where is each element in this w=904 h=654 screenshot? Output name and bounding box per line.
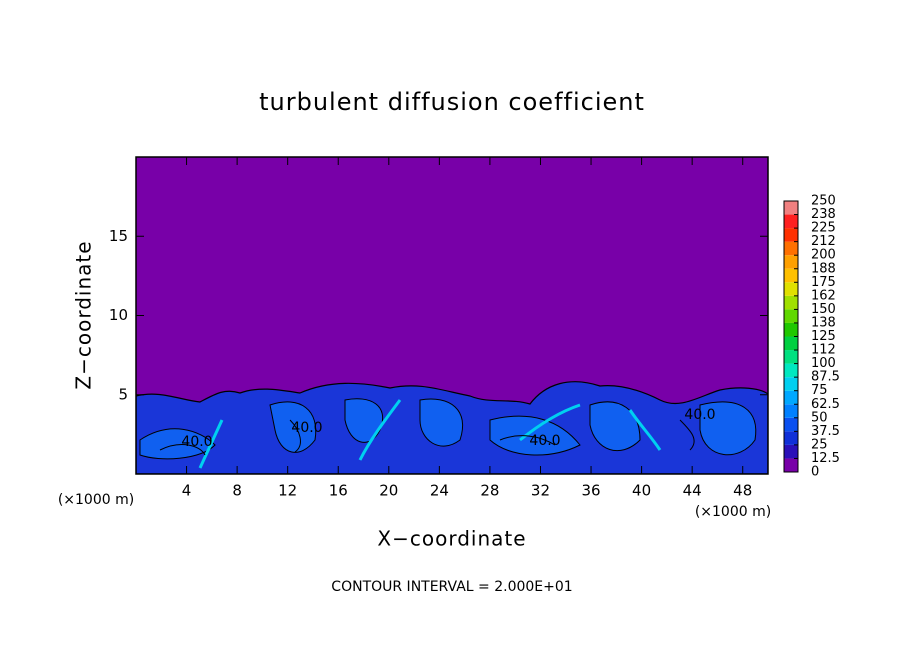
colorbar-band bbox=[784, 295, 798, 310]
colorbar-band bbox=[784, 363, 798, 378]
y-tick-label: 10 bbox=[109, 306, 128, 324]
colorbar-label: 50 bbox=[811, 410, 828, 425]
colorbar-label: 0 bbox=[811, 465, 819, 480]
contour-label: 40.0 bbox=[684, 407, 715, 423]
x-tick-label: 24 bbox=[430, 482, 449, 500]
colorbar-label: 188 bbox=[811, 261, 836, 276]
colorbar-band bbox=[784, 255, 798, 269]
colorbar-label: 238 bbox=[811, 207, 836, 222]
x-unit-label: (×1000 m) bbox=[58, 492, 134, 508]
colorbar-label: 138 bbox=[811, 315, 836, 330]
x-tick-label: 48 bbox=[733, 482, 752, 500]
footer-note: CONTOUR INTERVAL = 2.000E+01 bbox=[331, 579, 572, 595]
colorbar-label: 12.5 bbox=[811, 451, 840, 466]
colorbar-label: 62.5 bbox=[811, 397, 840, 412]
x-tick-label: 8 bbox=[232, 482, 242, 500]
colorbar-band bbox=[784, 214, 798, 229]
x-tick-label: 28 bbox=[480, 482, 499, 500]
colorbar-band bbox=[784, 458, 798, 472]
colorbar-band bbox=[784, 241, 798, 256]
contour-line bbox=[159, 419, 695, 456]
x-tick-label: 44 bbox=[683, 482, 702, 500]
colorbar-band bbox=[784, 322, 798, 337]
colorbar-label: 162 bbox=[811, 288, 836, 303]
colorbar-label: 112 bbox=[811, 343, 836, 358]
y-tick-label: 5 bbox=[118, 385, 128, 403]
x-axis-label: X−coordinate bbox=[377, 527, 526, 551]
colorbar-label: 200 bbox=[811, 248, 836, 263]
colorbar-band bbox=[784, 417, 798, 432]
colorbar-band bbox=[784, 404, 798, 418]
colorbar-label: 175 bbox=[811, 275, 836, 290]
x-tick-label: 32 bbox=[531, 482, 550, 500]
contour-label: 40.0 bbox=[529, 433, 560, 449]
x-tick-label: 16 bbox=[329, 482, 348, 500]
x-tick-label: 36 bbox=[581, 482, 600, 500]
x-tick-label: 4 bbox=[182, 482, 192, 500]
y-tick-label: 15 bbox=[109, 227, 128, 245]
x-tick-label: 20 bbox=[379, 482, 398, 500]
colorbar-label: 250 bbox=[811, 194, 836, 209]
chart-title: turbulent diffusion coefficient bbox=[259, 88, 645, 116]
colorbar-label: 25 bbox=[811, 437, 828, 452]
colorbar-band bbox=[784, 228, 798, 242]
contour-label: 40.0 bbox=[181, 434, 212, 450]
field-region bbox=[139, 398, 757, 460]
colorbar-band bbox=[784, 336, 798, 351]
contour-label: 40.0 bbox=[291, 420, 322, 436]
colorbar-band bbox=[784, 377, 798, 391]
colorbar-band bbox=[784, 282, 798, 296]
colorbar-label: 37.5 bbox=[811, 424, 840, 439]
colorbar-label: 150 bbox=[811, 302, 836, 317]
colorbar-band bbox=[784, 201, 798, 215]
colorbar-label: 100 bbox=[811, 356, 836, 371]
colorbar-band bbox=[784, 390, 798, 405]
colorbar-band bbox=[784, 431, 798, 445]
colorbar-label: 75 bbox=[811, 383, 828, 398]
x-unit-label: (×1000 m) bbox=[695, 504, 771, 520]
y-axis-label: Z−coordinate bbox=[72, 240, 96, 389]
colorbar-band bbox=[784, 268, 798, 283]
colorbar-label: 125 bbox=[811, 329, 836, 344]
x-tick-label: 12 bbox=[278, 482, 297, 500]
colorbar-label: 212 bbox=[811, 234, 836, 249]
colorbar-label: 225 bbox=[811, 221, 836, 236]
colorbar-band bbox=[784, 350, 798, 364]
colorbar-label: 87.5 bbox=[811, 370, 840, 385]
colorbar-band bbox=[784, 309, 798, 323]
field bbox=[136, 157, 768, 474]
colorbar-band bbox=[784, 444, 798, 459]
x-tick-label: 40 bbox=[632, 482, 651, 500]
field-streak bbox=[198, 399, 662, 469]
